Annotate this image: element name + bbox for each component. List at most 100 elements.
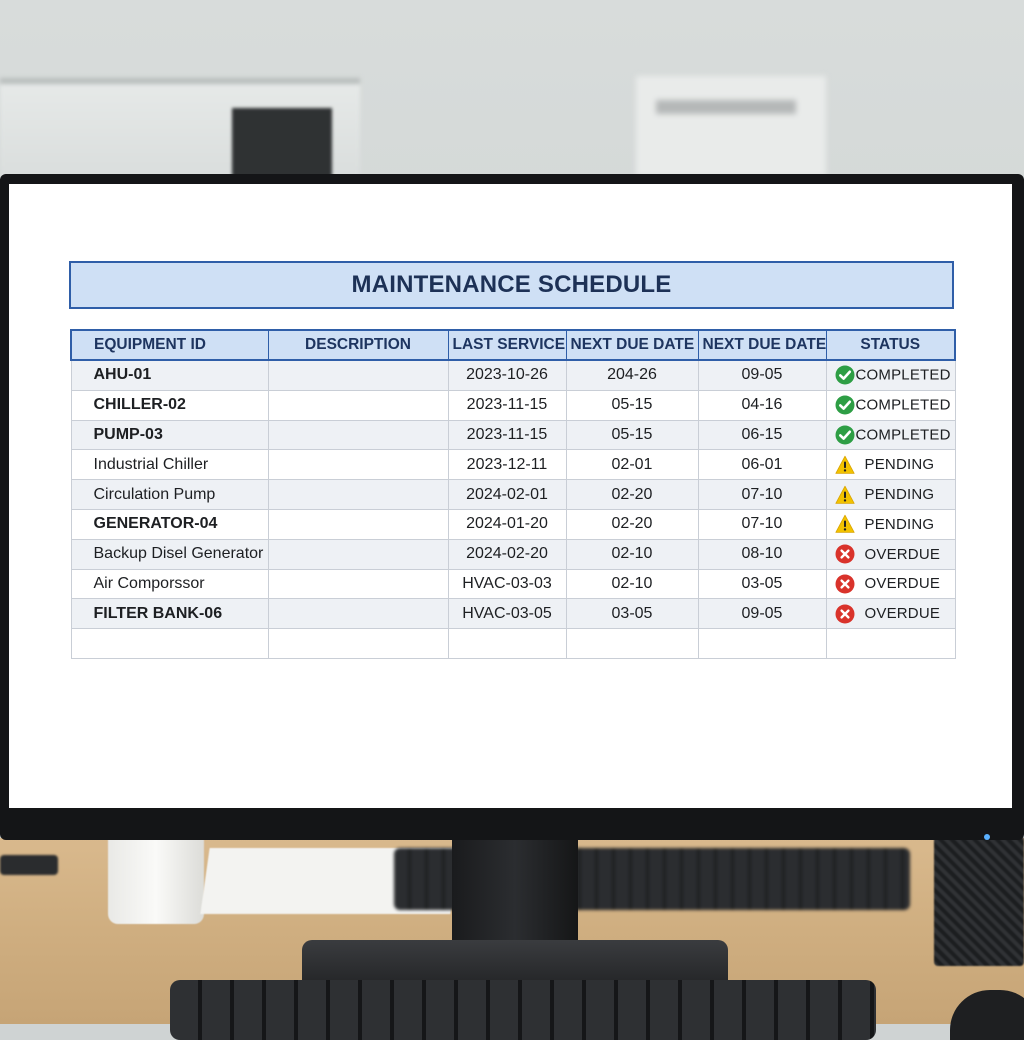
column-header-equipment-id[interactable]: EQUIPMENT ID: [70, 329, 269, 361]
column-header-description[interactable]: DESCRIPTION: [267, 329, 449, 361]
table-header-row: EQUIPMENT ID DESCRIPTION LAST SERVICE NE…: [70, 329, 956, 361]
cell-last-service[interactable]: 2023-10-26: [447, 359, 567, 391]
table-row[interactable]: Circulation Pump 2024-02-01 02-20 07-10 PEND…: [70, 479, 956, 510]
cell-status[interactable]: COMPLETED: [825, 389, 956, 421]
keyboard: [170, 980, 876, 1040]
cell-description[interactable]: [267, 568, 449, 600]
cell-last-service[interactable]: 2023-12-11: [447, 449, 567, 481]
cell-next-due-date[interactable]: 02-01: [565, 449, 699, 481]
column-header-next-due-date[interactable]: NEXT DUE DATE: [565, 329, 699, 361]
cell-next-due-date-2[interactable]: [697, 628, 827, 659]
maintenance-table: EQUIPMENT ID DESCRIPTION LAST SERVICE NE…: [70, 329, 956, 659]
check-icon: [835, 395, 855, 415]
cell-next-due-date-2[interactable]: 06-01: [697, 449, 827, 481]
cell-next-due-date[interactable]: 02-10: [565, 538, 699, 570]
cell-next-due-date[interactable]: 204-26: [565, 359, 699, 391]
cell-next-due-date-2[interactable]: 04-16: [697, 389, 827, 421]
table-row[interactable]: CHILLER-02 2023-11-15 05-15 04-16 COMPLETED: [70, 389, 956, 421]
cell-next-due-date-2[interactable]: 07-10: [697, 508, 827, 540]
status-label: PENDING: [864, 456, 935, 474]
cell-description[interactable]: [267, 508, 449, 540]
cell-last-service[interactable]: HVAC-03-05: [447, 598, 567, 630]
column-header-status[interactable]: STATUS: [825, 329, 956, 361]
status-label: OVERDUE: [864, 575, 941, 593]
cell-next-due-date-2[interactable]: 06-15: [697, 419, 827, 451]
column-header-last-service[interactable]: LAST SERVICE: [447, 329, 567, 361]
cell-status[interactable]: OVERDUE: [825, 568, 956, 600]
check-icon: [835, 365, 855, 385]
cell-status[interactable]: COMPLETED: [825, 359, 956, 391]
cell-status[interactable]: COMPLETED: [825, 419, 956, 451]
cell-status[interactable]: OVERDUE: [825, 598, 956, 630]
cell-equipment-id[interactable]: Circulation Pump: [70, 479, 269, 510]
table-row[interactable]: FILTER BANK-06 HVAC-03-05 03-05 09-05 OVERDU…: [70, 598, 956, 630]
cell-last-service[interactable]: 2023-11-15: [447, 389, 567, 421]
cell-description[interactable]: [267, 359, 449, 391]
cell-last-service[interactable]: [447, 628, 567, 659]
cell-last-service[interactable]: 2024-02-20: [447, 538, 567, 570]
table-row[interactable]: AHU-01 2023-10-26 204-26 09-05 COMPLETED: [70, 359, 956, 391]
coffee-cup: [108, 836, 204, 924]
error-icon: [835, 604, 855, 624]
cell-next-due-date[interactable]: 05-15: [565, 389, 699, 421]
cell-next-due-date-2[interactable]: 08-10: [697, 538, 827, 570]
cell-equipment-id[interactable]: CHILLER-02: [70, 389, 269, 421]
cell-equipment-id[interactable]: Industrial Chiller: [70, 449, 269, 481]
cell-last-service[interactable]: 2024-02-01: [447, 479, 567, 510]
cell-description[interactable]: [267, 449, 449, 481]
error-icon: [835, 544, 855, 564]
column-header-next-due-date-2[interactable]: NEXT DUE DATE: [697, 329, 827, 361]
cell-next-due-date-2[interactable]: 07-10: [697, 479, 827, 510]
cell-equipment-id[interactable]: Air Comporssor: [70, 568, 269, 600]
check-icon: [835, 425, 855, 445]
cell-status[interactable]: PENDING: [825, 508, 956, 540]
cell-description[interactable]: [267, 479, 449, 510]
cell-equipment-id[interactable]: PUMP-03: [70, 419, 269, 451]
table-row[interactable]: [70, 628, 956, 659]
status-label: PENDING: [864, 515, 935, 533]
phone: [0, 855, 58, 875]
cell-next-due-date-2[interactable]: 09-05: [697, 359, 827, 391]
cell-description[interactable]: [267, 538, 449, 570]
cell-equipment-id[interactable]: [70, 628, 269, 659]
cell-last-service[interactable]: 2024-01-20: [447, 508, 567, 540]
cell-description[interactable]: [267, 419, 449, 451]
cell-status[interactable]: [825, 628, 956, 659]
cell-next-due-date[interactable]: 05-15: [565, 419, 699, 451]
monitor-stand: [452, 830, 578, 950]
cell-next-due-date-2[interactable]: 09-05: [697, 598, 827, 630]
background-poster: [636, 76, 826, 176]
cell-status[interactable]: OVERDUE: [825, 538, 956, 570]
table-row[interactable]: GENERATOR-04 2024-01-20 02-20 07-10 PENDING: [70, 508, 956, 540]
cell-description[interactable]: [267, 628, 449, 659]
cell-status[interactable]: PENDING: [825, 479, 956, 510]
cell-next-due-date[interactable]: 02-20: [565, 508, 699, 540]
cell-equipment-id[interactable]: AHU-01: [70, 359, 269, 391]
table-row[interactable]: Backup Disel Generator 2024-02-20 02-10 08-…: [70, 538, 956, 570]
table-row[interactable]: Industrial Chiller 2023-12-11 02-01 06-01 PE…: [70, 449, 956, 481]
cell-description[interactable]: [267, 389, 449, 421]
table-row[interactable]: Air Comporssor HVAC-03-03 02-10 03-05 OVERDU…: [70, 568, 956, 600]
warning-icon: [834, 455, 855, 475]
cell-next-due-date[interactable]: 02-10: [565, 568, 699, 600]
background-dark-panel: [232, 108, 332, 180]
cell-next-due-date[interactable]: 03-05: [565, 598, 699, 630]
cell-next-due-date[interactable]: [565, 628, 699, 659]
cell-next-due-date-2[interactable]: 03-05: [697, 568, 827, 600]
cell-last-service[interactable]: 2023-11-15: [447, 419, 567, 451]
monitor: MAINTENANCE SCHEDULE EQUIPMENT ID DESCRI…: [0, 174, 1024, 840]
status-label: PENDING: [864, 486, 935, 504]
warning-icon: [834, 514, 855, 534]
power-led: [984, 834, 990, 840]
cell-next-due-date[interactable]: 02-20: [565, 479, 699, 510]
status-label: COMPLETED: [855, 396, 951, 414]
cell-last-service[interactable]: HVAC-03-03: [447, 568, 567, 600]
cell-description[interactable]: [267, 598, 449, 630]
table-row[interactable]: PUMP-03 2023-11-15 05-15 06-15 COMPLETED: [70, 419, 956, 451]
status-label: OVERDUE: [864, 605, 941, 623]
cell-equipment-id[interactable]: GENERATOR-04: [70, 508, 269, 540]
status-label: COMPLETED: [855, 366, 951, 384]
cell-status[interactable]: PENDING: [825, 449, 956, 481]
cell-equipment-id[interactable]: FILTER BANK-06: [70, 598, 269, 630]
cell-equipment-id[interactable]: Backup Disel Generator: [70, 538, 269, 570]
